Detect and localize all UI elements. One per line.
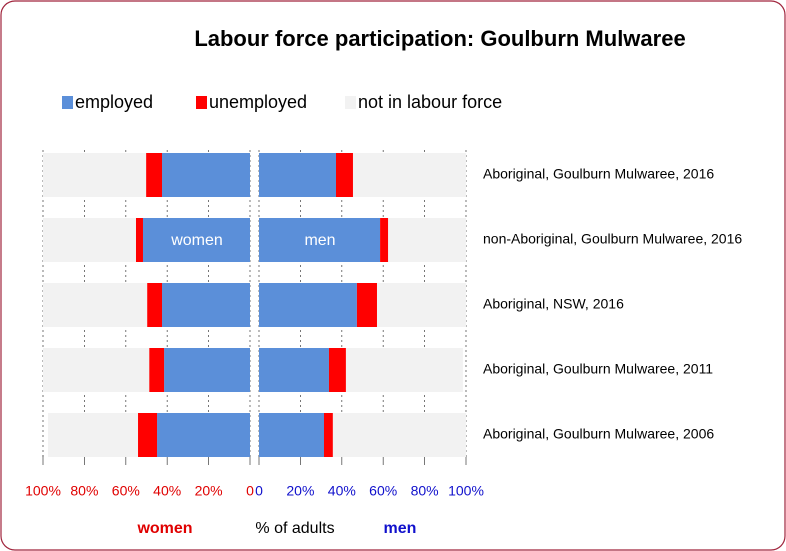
legend-label: not in labour force: [358, 92, 502, 112]
bar-segment: [43, 348, 150, 392]
x-tick-label: 80%: [411, 483, 439, 499]
x-tick-label: 60%: [112, 483, 140, 499]
bar-segment: [380, 218, 389, 262]
x-tick-label: 40%: [328, 483, 356, 499]
bar-segment: [259, 413, 324, 457]
bar-segment: [149, 348, 165, 392]
x-tick-label: 40%: [153, 483, 181, 499]
chart-title: Labour force participation: Goulburn Mul…: [194, 26, 685, 51]
category-label: non-Aboriginal, Goulburn Mulwaree, 2016: [483, 231, 742, 247]
annotation: men: [304, 232, 335, 249]
panel-label: men: [384, 520, 417, 537]
bar-segment: [43, 218, 136, 262]
bar-segment: [146, 153, 163, 197]
bar-segment: [43, 283, 148, 327]
legend-label: employed: [75, 92, 153, 112]
x-axis-label: % of adults: [255, 520, 334, 537]
category-label: Aboriginal, Goulburn Mulwaree, 2011: [483, 361, 713, 377]
legend-swatch: [345, 96, 356, 109]
x-tick-label: 100%: [25, 483, 61, 499]
legend-swatch: [62, 96, 73, 109]
category-label: Aboriginal, Goulburn Mulwaree, 2006: [483, 426, 714, 442]
bar-segment: [345, 348, 463, 392]
category-label: Aboriginal, Goulburn Mulwaree, 2016: [483, 166, 714, 182]
bar-segment: [376, 283, 466, 327]
x-tick-label: 80%: [70, 483, 98, 499]
bar-segment: [142, 218, 250, 262]
x-tick-label: 0: [255, 483, 263, 499]
bar-segment: [162, 153, 250, 197]
bar-segment: [164, 348, 250, 392]
bar-segment: [356, 283, 377, 327]
x-tick-label: 100%: [448, 483, 484, 499]
bar-segment: [157, 413, 250, 457]
bar-segment: [259, 153, 337, 197]
bar-segment: [259, 283, 357, 327]
bar-segment: [352, 153, 466, 197]
bar-segment: [138, 413, 158, 457]
bar-segment: [162, 283, 250, 327]
bar-segment: [47, 413, 139, 457]
x-tick-label: 60%: [369, 483, 397, 499]
legend-swatch: [196, 96, 207, 109]
legend-label: unemployed: [209, 92, 307, 112]
annotation: women: [170, 232, 223, 249]
panel-label: women: [136, 520, 192, 537]
x-tick-label: 20%: [286, 483, 314, 499]
bar-segment: [328, 348, 346, 392]
bar-segment: [323, 413, 333, 457]
bar-segment: [147, 283, 163, 327]
x-tick-label: 20%: [195, 483, 223, 499]
bar-segment: [135, 218, 143, 262]
bar-segment: [259, 348, 329, 392]
bar-segment: [259, 218, 381, 262]
bar-segment: [388, 218, 466, 262]
x-tick-label: 0: [246, 483, 254, 499]
category-label: Aboriginal, NSW, 2016: [483, 296, 624, 312]
bar-segment: [43, 153, 147, 197]
bar-segment: [332, 413, 466, 457]
bar-segment: [336, 153, 353, 197]
